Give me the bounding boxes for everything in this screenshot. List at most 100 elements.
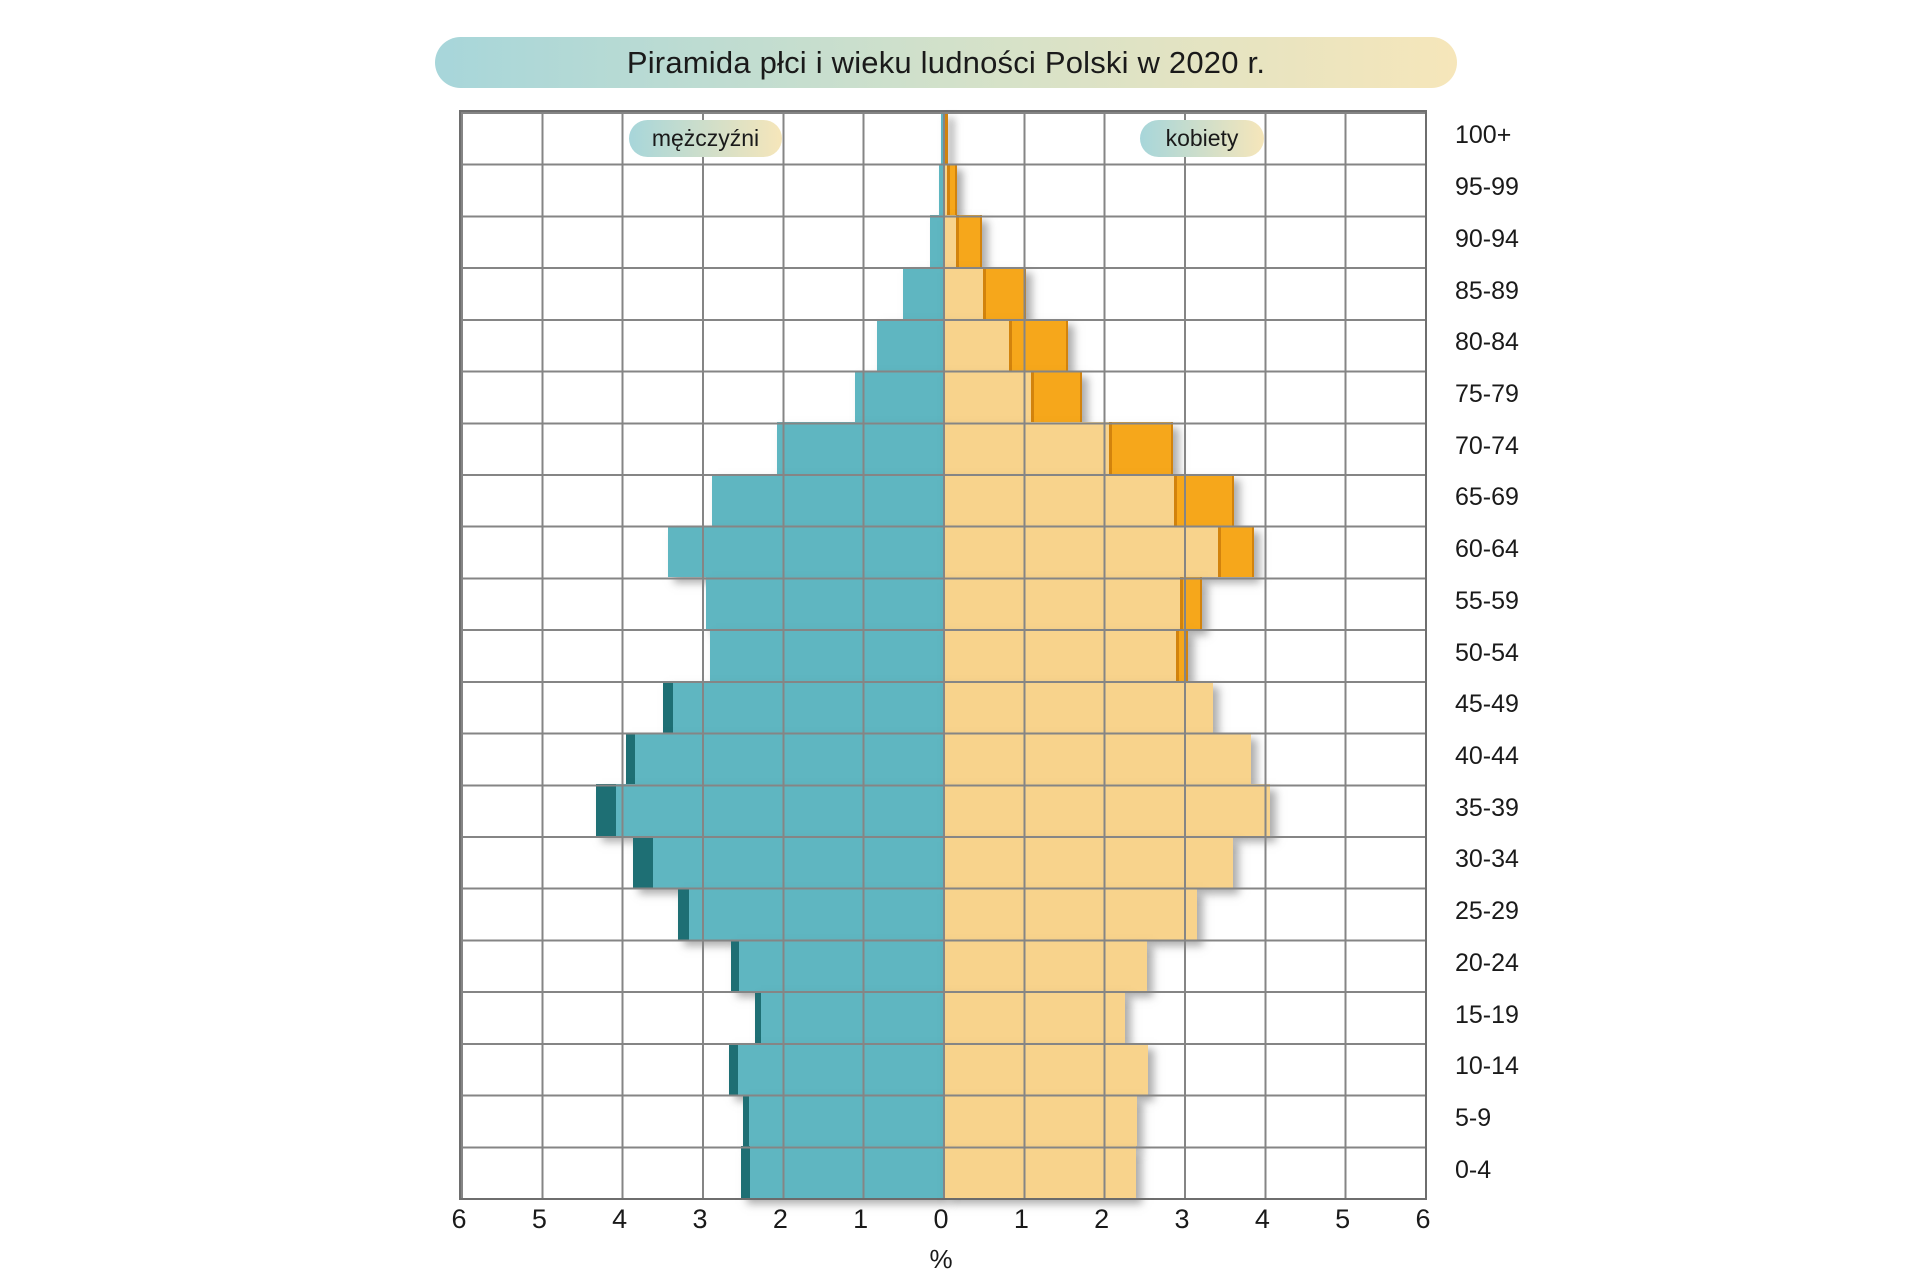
bar-female-70-74 — [943, 422, 1173, 475]
pyramid-row-5-9 — [461, 1094, 1425, 1147]
bar-male-70-74 — [776, 422, 943, 475]
female-half — [943, 732, 1425, 785]
chart-title: Piramida płci i wieku ludności Polski w … — [626, 44, 1266, 80]
male-surplus-segment — [625, 732, 636, 785]
male-half — [461, 629, 943, 681]
female-half — [943, 422, 1425, 475]
female-half — [943, 215, 1425, 268]
age-label-85-89: 85-89 — [1455, 276, 1519, 305]
bar-male-35-39 — [595, 784, 943, 837]
male-base-segment — [761, 991, 943, 1043]
female-base-segment — [943, 318, 1009, 371]
male-surplus-segment — [740, 1146, 751, 1199]
bar-female-85-89 — [943, 267, 1026, 319]
female-base-segment — [943, 887, 1197, 940]
male-base-segment — [748, 1094, 943, 1147]
female-half — [943, 991, 1425, 1043]
bar-female-25-29 — [943, 887, 1197, 940]
bar-male-55-59 — [706, 577, 943, 630]
female-surplus-segment — [1175, 629, 1188, 681]
male-base-segment — [689, 887, 943, 940]
bar-male-30-34 — [632, 836, 943, 888]
male-half — [461, 1146, 943, 1199]
female-surplus-segment — [1217, 525, 1254, 578]
male-half — [461, 1042, 943, 1095]
bar-male-25-29 — [677, 887, 943, 940]
male-half — [461, 887, 943, 940]
female-base-segment — [943, 732, 1251, 785]
female-base-segment — [943, 370, 1032, 423]
pyramid-row-80-84 — [461, 318, 1425, 371]
female-base-segment — [943, 939, 1148, 992]
male-base-segment — [635, 732, 943, 785]
age-label-10-14: 10-14 — [1455, 1052, 1519, 1081]
x-tick-1: 5 — [531, 1204, 547, 1234]
pyramid-row-15-19 — [461, 991, 1425, 1043]
pyramid-row-70-74 — [461, 422, 1425, 475]
bar-female-15-19 — [943, 991, 1125, 1043]
age-label-90-94: 90-94 — [1455, 224, 1519, 253]
male-surplus-segment — [595, 784, 617, 837]
female-base-segment — [943, 267, 984, 319]
bar-male-85-89 — [902, 267, 943, 319]
bar-female-95-99 — [943, 163, 957, 216]
female-half — [943, 680, 1425, 733]
pyramid-row-85-89 — [461, 267, 1425, 319]
female-half — [943, 163, 1425, 216]
female-surplus-segment — [1008, 318, 1069, 371]
male-surplus-segment — [662, 680, 674, 733]
pyramid-row-55-59 — [461, 577, 1425, 630]
age-label-25-29: 25-29 — [1455, 897, 1519, 926]
female-base-segment — [943, 1146, 1136, 1199]
female-surplus-segment — [955, 215, 982, 268]
female-half — [943, 525, 1425, 578]
bar-male-0-4 — [740, 1146, 943, 1199]
age-label-75-79: 75-79 — [1455, 379, 1519, 408]
male-base-segment — [673, 680, 943, 733]
bar-male-40-44 — [625, 732, 943, 785]
male-surplus-segment — [632, 836, 653, 888]
bar-male-15-19 — [755, 991, 943, 1043]
female-base-segment — [943, 422, 1110, 475]
female-surplus-segment — [943, 112, 948, 164]
female-base-segment — [943, 629, 1176, 681]
age-label-65-69: 65-69 — [1455, 483, 1519, 512]
pyramid-row-50-54 — [461, 629, 1425, 681]
female-half — [943, 939, 1425, 992]
chart-title-banner: Piramida płci i wieku ludności Polski w … — [435, 37, 1457, 88]
bar-female-90-94 — [943, 215, 982, 268]
female-base-segment — [943, 525, 1218, 578]
x-tick-2: 4 — [612, 1204, 628, 1234]
male-half — [461, 1094, 943, 1147]
age-label-30-34: 30-34 — [1455, 845, 1519, 874]
male-base-segment — [711, 474, 943, 526]
pyramid-row-100+ — [461, 112, 1425, 164]
male-surplus-segment — [730, 939, 739, 992]
age-label-70-74: 70-74 — [1455, 431, 1519, 460]
female-half — [943, 1094, 1425, 1147]
age-axis-labels: 100+ 95-99 90-94 85-89 80-84 75-79 70-74 65-69 6… — [1455, 110, 1575, 1196]
female-base-segment — [943, 991, 1125, 1043]
pyramid-row-35-39 — [461, 784, 1425, 837]
bar-male-5-9 — [742, 1094, 943, 1147]
x-tick-0: 6 — [451, 1204, 467, 1234]
age-label-80-84: 80-84 — [1455, 328, 1519, 357]
x-tick-6: 0 — [933, 1204, 949, 1234]
x-axis: % 6 5 4 3 2 1 0 1 2 3 4 5 6 — [451, 1204, 1430, 1280]
pyramid-row-90-94 — [461, 215, 1425, 268]
age-label-50-54: 50-54 — [1455, 638, 1519, 667]
x-tick-4: 2 — [772, 1204, 788, 1234]
bar-female-50-54 — [943, 629, 1188, 681]
female-base-segment — [943, 680, 1213, 733]
female-half — [943, 577, 1425, 630]
bar-male-65-69 — [711, 474, 943, 526]
pyramid-rows — [461, 112, 1425, 1199]
bar-male-90-94 — [930, 215, 943, 268]
female-surplus-segment — [1031, 370, 1082, 423]
male-base-segment — [902, 267, 943, 319]
male-surplus-segment — [677, 887, 690, 940]
pyramid-row-0-4 — [461, 1146, 1425, 1199]
male-base-segment — [854, 370, 943, 423]
x-tick-3: 3 — [692, 1204, 708, 1234]
x-tick-12: 6 — [1415, 1204, 1431, 1234]
